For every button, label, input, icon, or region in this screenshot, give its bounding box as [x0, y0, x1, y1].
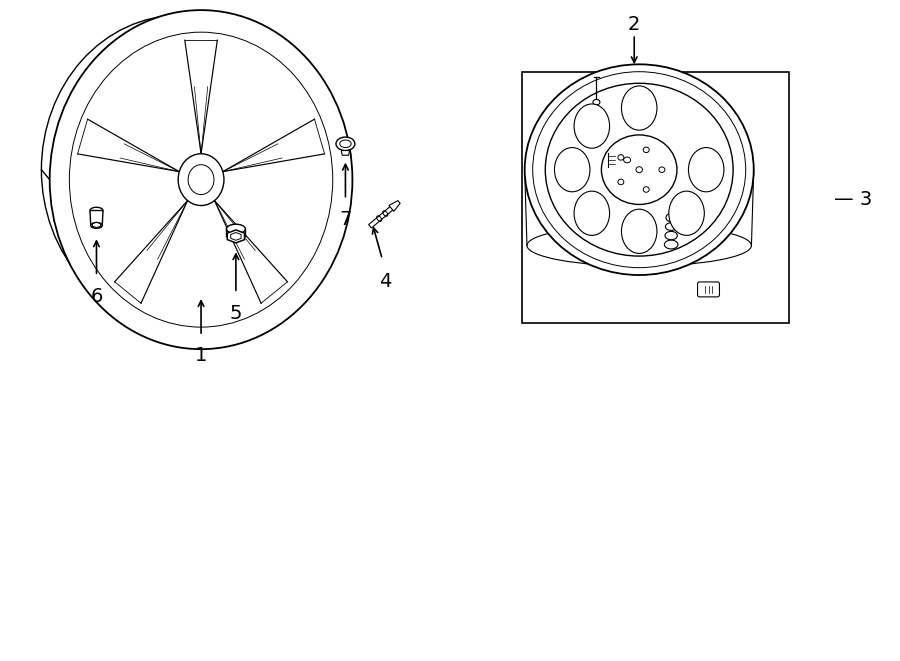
Ellipse shape [607, 145, 640, 175]
Ellipse shape [525, 64, 753, 275]
Text: 5: 5 [230, 303, 242, 323]
Ellipse shape [618, 179, 624, 184]
Ellipse shape [622, 86, 657, 130]
Ellipse shape [574, 191, 609, 235]
Ellipse shape [527, 225, 752, 266]
Ellipse shape [665, 231, 678, 240]
Polygon shape [228, 230, 245, 243]
Polygon shape [90, 210, 103, 225]
Ellipse shape [644, 147, 649, 153]
Polygon shape [341, 151, 349, 155]
FancyBboxPatch shape [698, 282, 719, 297]
Ellipse shape [644, 187, 649, 192]
Text: 6: 6 [90, 287, 103, 305]
Text: 4: 4 [379, 272, 392, 291]
Ellipse shape [601, 135, 677, 204]
Ellipse shape [178, 154, 224, 206]
Ellipse shape [618, 155, 624, 160]
Ellipse shape [91, 223, 103, 228]
Ellipse shape [90, 208, 103, 214]
Ellipse shape [545, 83, 734, 256]
Ellipse shape [665, 223, 677, 231]
Ellipse shape [69, 32, 333, 327]
Ellipse shape [227, 224, 246, 233]
Ellipse shape [574, 104, 609, 148]
Ellipse shape [688, 147, 724, 192]
Ellipse shape [41, 15, 317, 324]
Ellipse shape [624, 157, 631, 163]
Bar [522, 72, 788, 323]
Ellipse shape [593, 99, 600, 105]
Ellipse shape [666, 214, 676, 222]
Ellipse shape [336, 137, 355, 151]
Ellipse shape [659, 167, 665, 173]
Ellipse shape [533, 71, 746, 268]
Text: 1: 1 [195, 346, 207, 366]
Polygon shape [389, 200, 400, 212]
Text: 7: 7 [339, 210, 352, 229]
Ellipse shape [636, 167, 643, 173]
Ellipse shape [622, 209, 657, 253]
Ellipse shape [554, 147, 590, 192]
Polygon shape [93, 222, 101, 227]
Text: 2: 2 [628, 15, 641, 34]
Ellipse shape [50, 10, 353, 349]
Polygon shape [369, 206, 394, 228]
Ellipse shape [664, 240, 678, 249]
Text: — 3: — 3 [834, 190, 872, 209]
Ellipse shape [669, 191, 705, 235]
